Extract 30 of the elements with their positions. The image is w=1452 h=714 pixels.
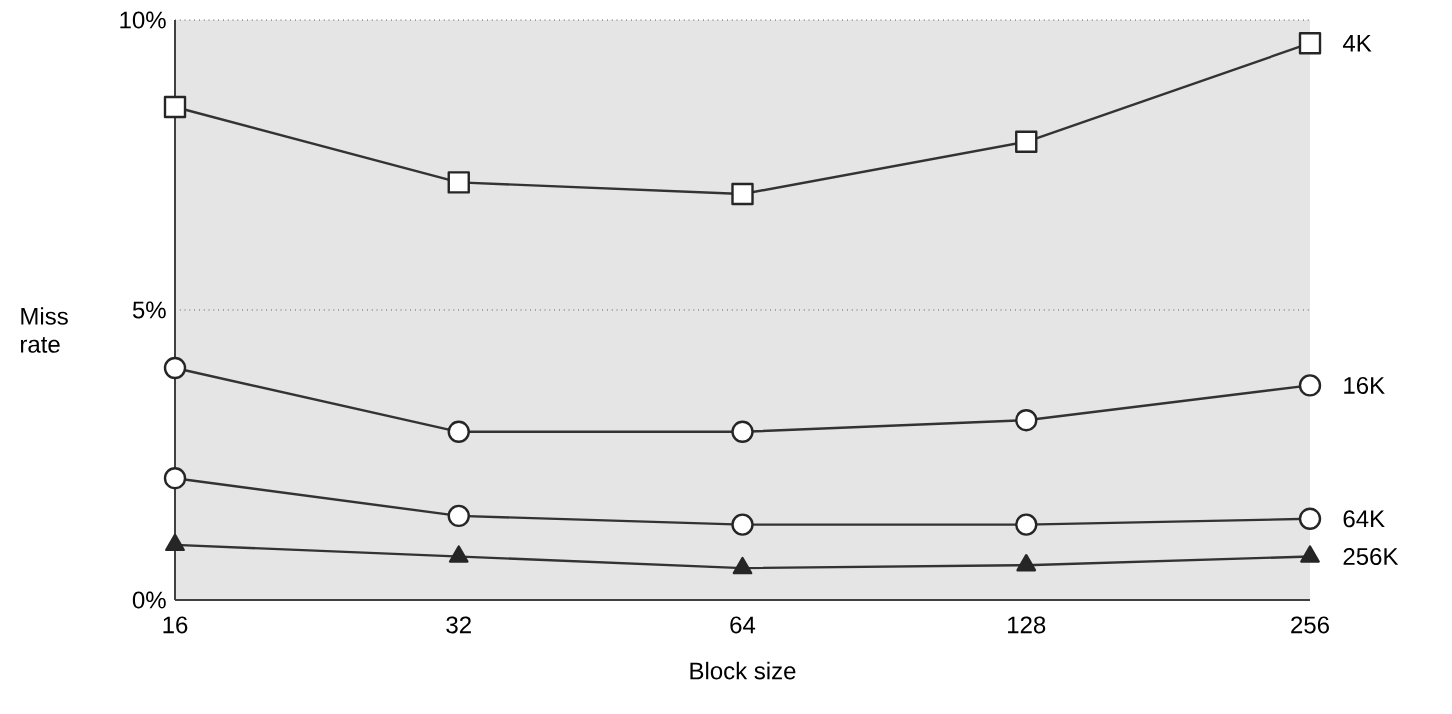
y-tick-label: 10% bbox=[120, 11, 166, 29]
point bbox=[447, 420, 470, 443]
x-tick-label: 256 bbox=[1291, 616, 1329, 634]
series-label: 64K bbox=[1343, 510, 1385, 528]
x-tick-label: 16 bbox=[163, 616, 188, 634]
point bbox=[163, 95, 187, 119]
point bbox=[1015, 130, 1038, 153]
point bbox=[447, 171, 470, 194]
point bbox=[731, 513, 754, 536]
point bbox=[1015, 409, 1038, 432]
x-tick-label: 32 bbox=[446, 616, 471, 634]
point bbox=[1016, 554, 1037, 572]
point bbox=[731, 182, 754, 206]
series-label: 16K bbox=[1344, 376, 1385, 394]
point bbox=[447, 504, 470, 528]
y-tick-label: 5% bbox=[132, 301, 166, 319]
x-axis-title: Block size bbox=[690, 661, 796, 680]
point bbox=[731, 420, 754, 443]
x-tick-label: 128 bbox=[1008, 616, 1046, 634]
point bbox=[1298, 32, 1322, 55]
series-label: 4K bbox=[1342, 34, 1372, 52]
y-axis-title: Miss rate bbox=[21, 307, 68, 353]
point bbox=[1015, 513, 1038, 536]
point bbox=[163, 467, 187, 490]
y-tick-label: 0% bbox=[132, 591, 166, 609]
point bbox=[1298, 374, 1322, 397]
series-label: 256K bbox=[1343, 548, 1399, 565]
point bbox=[1298, 507, 1322, 530]
x-tick-label: 64 bbox=[730, 616, 756, 634]
point bbox=[163, 356, 187, 380]
